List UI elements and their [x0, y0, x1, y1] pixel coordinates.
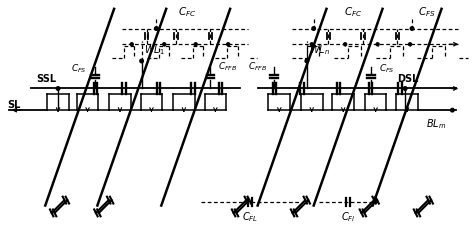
- Text: $C_{FS}$: $C_{FS}$: [418, 5, 436, 19]
- Text: DSL: DSL: [397, 74, 419, 84]
- Circle shape: [130, 43, 133, 46]
- Text: SSL: SSL: [36, 74, 56, 84]
- Text: $BL_m$: $BL_m$: [427, 117, 447, 131]
- Text: $C_{FS}$: $C_{FS}$: [71, 63, 87, 75]
- Circle shape: [305, 59, 309, 63]
- Text: $C_{FC}$: $C_{FC}$: [344, 5, 362, 19]
- Circle shape: [312, 27, 316, 30]
- Circle shape: [410, 27, 414, 30]
- Circle shape: [376, 43, 379, 46]
- Circle shape: [155, 27, 158, 30]
- Text: $C_{FL}$: $C_{FL}$: [242, 210, 258, 224]
- Text: $WL_n$: $WL_n$: [309, 43, 330, 57]
- Text: $C_{Fl}$: $C_{Fl}$: [341, 210, 356, 224]
- Text: $C_{FFB}$: $C_{FFB}$: [219, 61, 238, 73]
- Text: $C_{FC}$: $C_{FC}$: [178, 5, 196, 19]
- Circle shape: [227, 43, 229, 46]
- Circle shape: [163, 43, 166, 46]
- Circle shape: [56, 87, 60, 90]
- Circle shape: [409, 43, 411, 46]
- Circle shape: [403, 87, 407, 90]
- Text: SL: SL: [7, 100, 20, 110]
- Circle shape: [451, 108, 454, 112]
- Circle shape: [310, 43, 313, 46]
- Text: $C_{FS}$: $C_{FS}$: [379, 63, 394, 75]
- Text: $C_{FFB}$: $C_{FFB}$: [248, 61, 267, 73]
- Text: $WL_1$: $WL_1$: [144, 43, 164, 57]
- Circle shape: [344, 43, 346, 46]
- Circle shape: [140, 59, 144, 63]
- Circle shape: [194, 43, 197, 46]
